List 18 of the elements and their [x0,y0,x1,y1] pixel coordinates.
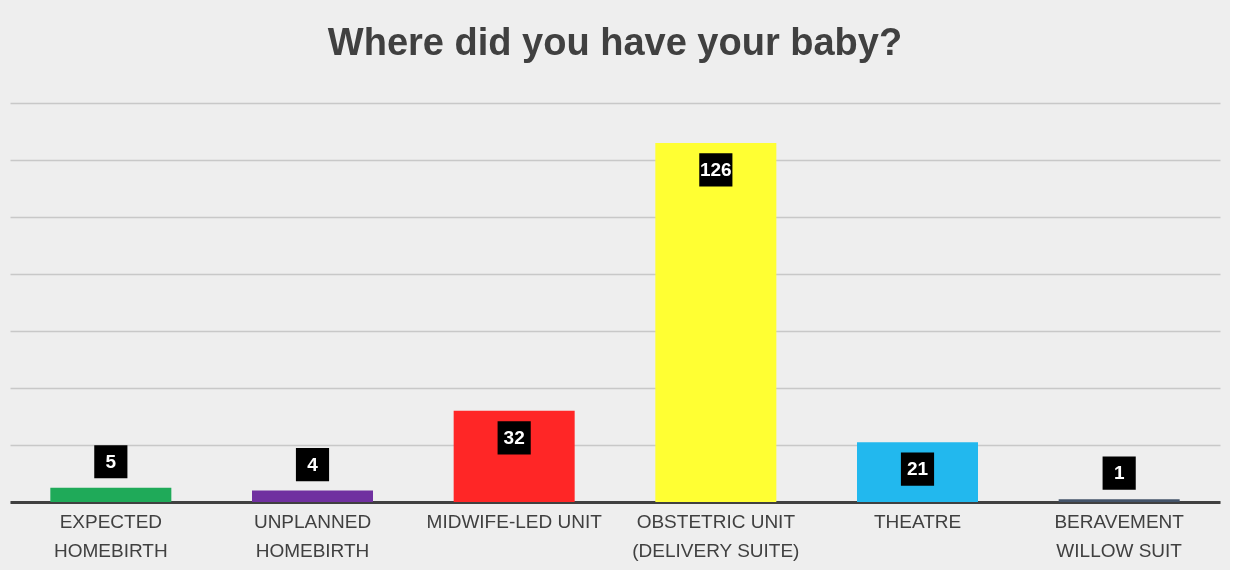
data-label: 21 [906,458,929,480]
data-label: 126 [699,158,732,180]
data-label: 32 [503,426,525,448]
bar [1058,499,1180,502]
data-label: 5 [105,450,117,472]
bar [252,490,373,502]
x-tick-label: BERAVEMENT WILLOW SUIT [1054,510,1185,561]
x-tick-label: UNPLANNED HOMEBIRTH [253,510,372,561]
x-tick-label: THEATRE [873,510,962,532]
bar [453,410,575,502]
bar [50,487,172,502]
x-tick-label: OBSTETRIC UNIT (DELIVERY SUITE) [632,510,800,561]
data-label: 1 [1113,462,1125,484]
x-tick-label: EXPECTED HOMEBIRTH [54,510,168,561]
data-label: 4 [307,453,319,475]
x-tick-label: MIDWIFE-LED UNIT [426,510,603,532]
chart-title: Where did you have your baby? [327,21,903,63]
bar [655,142,777,502]
